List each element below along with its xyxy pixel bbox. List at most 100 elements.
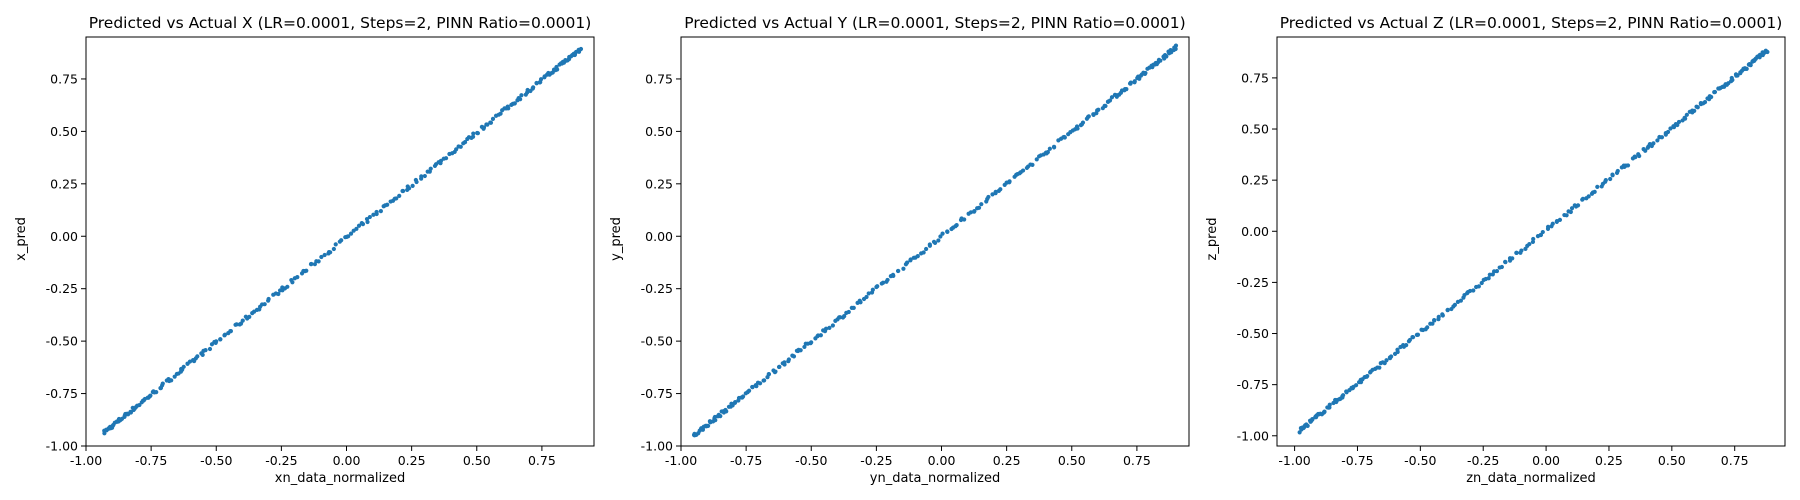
scatter-point <box>128 409 133 414</box>
scatter-point <box>102 431 107 436</box>
scatter-point <box>1173 43 1179 48</box>
scatter-point <box>1430 321 1435 326</box>
scatter-point <box>1695 105 1700 110</box>
scatter-points <box>102 46 584 436</box>
scatter-point <box>410 183 415 188</box>
scatter-point <box>365 219 370 225</box>
subplot-x: Predicted vs Actual X (LR=0.0001, Steps=… <box>14 14 595 486</box>
scatter-point <box>986 194 991 200</box>
scatter-point <box>754 384 759 389</box>
scatter-point <box>240 318 245 323</box>
scatter-point <box>428 166 433 171</box>
scatter-point <box>1341 393 1346 398</box>
scatter-point <box>993 191 998 196</box>
scatter-point <box>1510 256 1515 261</box>
scatter-point <box>940 231 945 236</box>
x-axis-label: zn_data_normalized <box>1466 471 1596 486</box>
scatter-point <box>1595 184 1600 189</box>
scatter-point <box>1586 194 1591 199</box>
scatter-point <box>1404 342 1409 348</box>
scatter-point <box>378 209 383 214</box>
scatter-point <box>316 259 321 264</box>
scatter-point <box>1452 302 1458 307</box>
x-axis-label: xn_data_normalized <box>275 471 405 486</box>
scatter-point <box>880 280 886 285</box>
scatter-point <box>1103 103 1108 109</box>
scatter-point <box>1109 95 1115 100</box>
scatter-point <box>328 250 333 255</box>
scatter-point <box>518 97 523 102</box>
scatter-point <box>1550 221 1555 226</box>
y-tick-label: 0.00 <box>645 229 673 244</box>
scatter-point <box>214 339 219 344</box>
scatter-point <box>490 116 496 121</box>
scatter-point <box>471 131 476 136</box>
y-tick-label: -0.50 <box>1237 326 1269 341</box>
scatter-point <box>733 400 738 405</box>
scatter-points <box>691 43 1179 438</box>
y-tick-label: -0.50 <box>641 334 673 349</box>
scatter-point <box>266 296 271 302</box>
scatter-point <box>1633 155 1638 160</box>
x-tick-label: -0.25 <box>860 453 892 468</box>
y-tick-label: 0.50 <box>50 124 78 139</box>
scatter-point <box>534 80 539 86</box>
scatter-point <box>827 325 832 330</box>
scatter-point <box>1305 423 1310 429</box>
scatter-point <box>1045 150 1050 155</box>
subplot-z: Predicted vs Actual Z (LR=0.0001, Steps=… <box>1205 14 1786 486</box>
y-tick-label: -1.00 <box>46 439 78 454</box>
scatter-point <box>927 243 933 248</box>
scatter-point <box>1531 236 1536 242</box>
y-tick-label: 0.75 <box>645 71 673 86</box>
axes-frame <box>680 36 1190 447</box>
scatter-point <box>1692 108 1697 113</box>
scatter-point <box>385 202 390 207</box>
scatter-point <box>1637 153 1642 159</box>
scatter-point <box>1625 163 1631 168</box>
scatter-point <box>998 187 1003 192</box>
scatter-point <box>218 337 223 342</box>
x-tick-label: -1.00 <box>665 453 697 468</box>
scatter-point <box>766 371 771 377</box>
scatter-point <box>154 390 159 395</box>
scatter-point <box>1034 157 1039 162</box>
scatter-point <box>1730 77 1735 83</box>
scatter-point <box>1415 332 1421 337</box>
scatter-point <box>901 266 906 271</box>
scatter-point <box>740 394 746 399</box>
scatter-points <box>1297 48 1770 435</box>
scatter-point <box>802 344 807 350</box>
scatter-point <box>1765 49 1770 55</box>
y-tick-label: 0.25 <box>50 176 78 191</box>
y-axis-label: z_pred <box>1205 218 1220 261</box>
plot-area: -1.00 -0.75 -0.50 -0.25 0.00 0.25 0.50 0.75 -1.0… <box>46 36 595 468</box>
scatter-point <box>1752 57 1758 62</box>
scatter-point <box>505 104 510 109</box>
scatter-point <box>1389 354 1394 359</box>
axes-frame <box>85 36 595 447</box>
scatter-point <box>1519 248 1524 253</box>
scatter-point <box>1020 168 1026 173</box>
scatter-point <box>1074 124 1080 129</box>
scatter-point <box>348 231 354 236</box>
scatter-point <box>1468 288 1473 294</box>
scatter-point <box>757 381 763 386</box>
scatter-point <box>815 334 820 339</box>
scatter-point <box>485 122 490 127</box>
scatter-point <box>538 77 544 82</box>
scatter-point <box>234 322 239 327</box>
scatter-point <box>319 254 324 260</box>
x-tick-label: -0.25 <box>265 453 297 468</box>
scatter-point <box>1158 58 1163 63</box>
scatter-point <box>169 378 174 383</box>
scatter-point <box>160 381 165 386</box>
scatter-point <box>885 277 890 283</box>
y-tick-label: -0.25 <box>46 281 78 296</box>
scatter-point <box>401 188 406 194</box>
y-tick-label: 0.00 <box>1241 224 1269 239</box>
scatter-point <box>181 364 186 369</box>
scatter-point <box>111 422 116 428</box>
x-tick-label: 0.00 <box>928 453 956 468</box>
scatter-point <box>1659 135 1665 140</box>
